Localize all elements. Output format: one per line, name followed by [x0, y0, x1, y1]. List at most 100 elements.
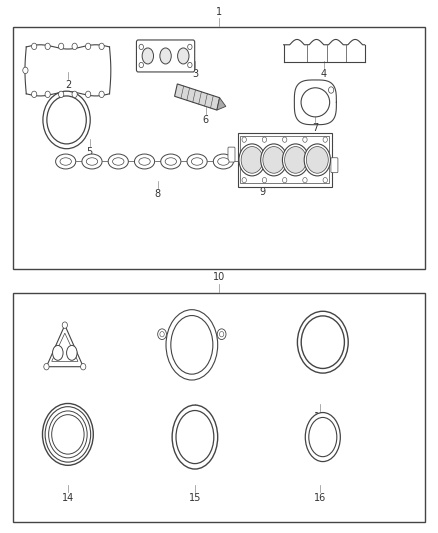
Circle shape — [44, 364, 49, 370]
Circle shape — [45, 407, 91, 462]
Circle shape — [303, 137, 307, 142]
Ellipse shape — [191, 158, 203, 165]
FancyBboxPatch shape — [331, 158, 338, 173]
Circle shape — [160, 332, 164, 337]
Circle shape — [285, 147, 307, 173]
Text: 7: 7 — [312, 123, 318, 133]
Ellipse shape — [172, 405, 218, 469]
Circle shape — [217, 329, 226, 340]
Circle shape — [85, 43, 91, 50]
Ellipse shape — [301, 88, 330, 117]
Text: 12: 12 — [189, 412, 201, 422]
Circle shape — [42, 403, 93, 465]
Ellipse shape — [244, 158, 255, 165]
Circle shape — [99, 91, 104, 98]
Ellipse shape — [113, 158, 124, 165]
Circle shape — [47, 96, 86, 144]
Bar — [13, 27, 425, 269]
Circle shape — [303, 177, 307, 183]
Circle shape — [85, 91, 91, 98]
Text: 15: 15 — [189, 493, 201, 503]
Text: 5: 5 — [87, 147, 93, 157]
Text: 2: 2 — [65, 80, 71, 90]
Circle shape — [32, 43, 37, 50]
Circle shape — [59, 43, 64, 50]
Ellipse shape — [171, 316, 213, 374]
Circle shape — [59, 91, 64, 98]
Circle shape — [219, 332, 224, 337]
Circle shape — [323, 177, 328, 183]
FancyBboxPatch shape — [137, 40, 194, 72]
Circle shape — [283, 177, 287, 183]
Ellipse shape — [56, 154, 76, 169]
Circle shape — [45, 91, 50, 98]
Ellipse shape — [309, 417, 337, 457]
Circle shape — [49, 411, 87, 458]
Circle shape — [81, 364, 86, 370]
Ellipse shape — [166, 310, 218, 380]
Ellipse shape — [165, 158, 177, 165]
Circle shape — [62, 322, 67, 328]
Bar — [13, 293, 425, 522]
Ellipse shape — [134, 154, 155, 169]
Circle shape — [139, 44, 143, 50]
Ellipse shape — [60, 158, 71, 165]
Ellipse shape — [176, 410, 214, 464]
Circle shape — [139, 62, 143, 68]
Text: 14: 14 — [62, 493, 74, 503]
Circle shape — [187, 44, 192, 50]
Circle shape — [263, 147, 285, 173]
Text: 6: 6 — [203, 115, 209, 125]
Polygon shape — [175, 84, 219, 110]
Text: 16: 16 — [314, 493, 326, 503]
Ellipse shape — [139, 158, 150, 165]
Ellipse shape — [67, 345, 77, 360]
Text: 13: 13 — [314, 412, 326, 422]
Text: 4: 4 — [321, 69, 327, 79]
Ellipse shape — [160, 48, 171, 64]
Ellipse shape — [187, 154, 207, 169]
Ellipse shape — [240, 154, 260, 169]
Circle shape — [72, 91, 77, 98]
Circle shape — [262, 137, 267, 142]
Text: 8: 8 — [155, 189, 161, 199]
Circle shape — [43, 91, 90, 149]
Text: 11: 11 — [62, 412, 74, 422]
Circle shape — [283, 144, 309, 176]
Circle shape — [23, 67, 28, 74]
Text: 9: 9 — [260, 187, 266, 197]
Ellipse shape — [161, 154, 181, 169]
Circle shape — [307, 147, 328, 173]
Ellipse shape — [218, 158, 229, 165]
Circle shape — [241, 147, 263, 173]
Text: 1: 1 — [216, 7, 222, 17]
Circle shape — [242, 137, 246, 142]
Circle shape — [323, 137, 328, 142]
Circle shape — [187, 62, 192, 68]
Circle shape — [242, 177, 246, 183]
Circle shape — [52, 415, 84, 454]
Circle shape — [297, 311, 348, 373]
Polygon shape — [217, 98, 226, 110]
Circle shape — [304, 144, 330, 176]
Ellipse shape — [86, 158, 98, 165]
Circle shape — [72, 43, 77, 50]
Circle shape — [45, 43, 50, 50]
Bar — [237, 133, 332, 187]
Circle shape — [158, 329, 166, 340]
Circle shape — [261, 144, 287, 176]
Ellipse shape — [108, 154, 128, 169]
Ellipse shape — [305, 413, 340, 462]
FancyBboxPatch shape — [228, 147, 235, 162]
Circle shape — [262, 177, 267, 183]
Circle shape — [99, 43, 104, 50]
Bar — [240, 136, 329, 183]
Circle shape — [32, 91, 37, 98]
Text: 10: 10 — [213, 272, 225, 282]
Ellipse shape — [213, 154, 233, 169]
Text: 3: 3 — [192, 69, 198, 79]
Ellipse shape — [53, 345, 63, 360]
Circle shape — [301, 316, 344, 368]
Ellipse shape — [82, 154, 102, 169]
Circle shape — [328, 87, 334, 93]
